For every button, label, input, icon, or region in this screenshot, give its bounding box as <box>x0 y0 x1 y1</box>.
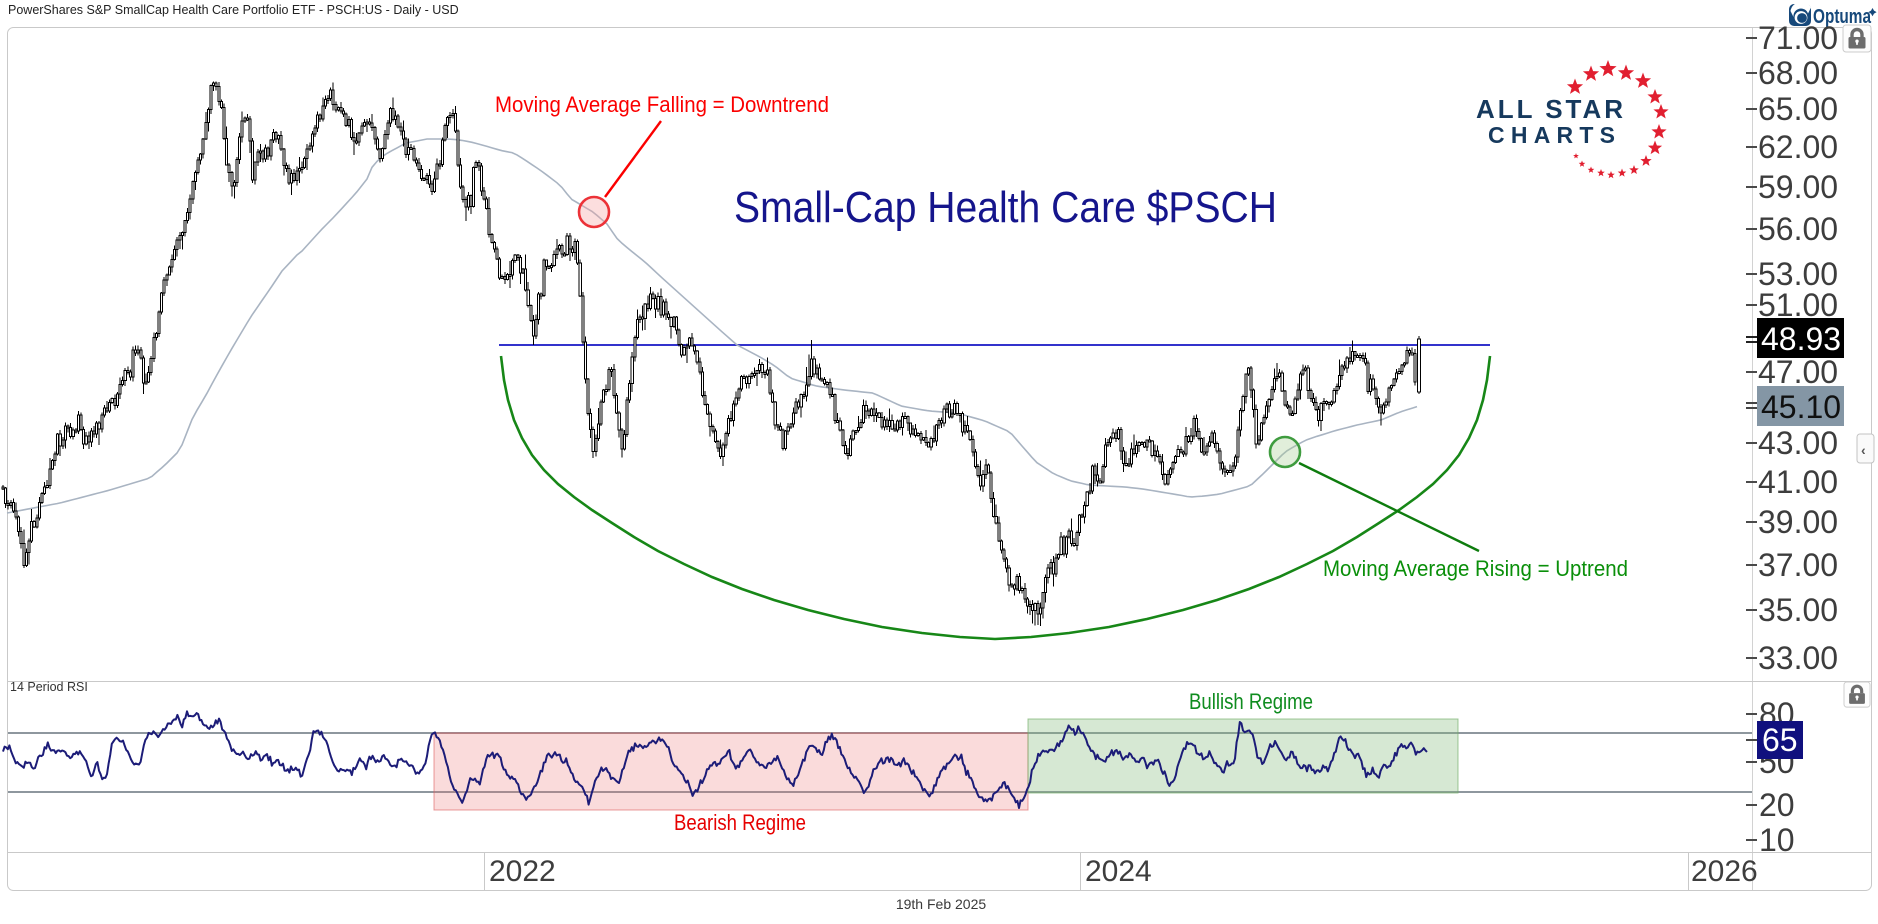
svg-text:Moving Average Rising = Uptren: Moving Average Rising = Uptrend <box>1323 556 1628 581</box>
svg-text:48.93: 48.93 <box>1761 321 1841 357</box>
svg-text:2022: 2022 <box>489 855 556 888</box>
svg-text:19th Feb 2025: 19th Feb 2025 <box>896 896 987 912</box>
svg-text:Optuma: Optuma <box>1813 6 1872 28</box>
svg-text:2026: 2026 <box>1691 855 1758 888</box>
svg-text:68.00: 68.00 <box>1758 55 1838 91</box>
svg-text:PowerShares S&P SmallCap Healt: PowerShares S&P SmallCap Health Care Por… <box>8 3 459 17</box>
svg-text:‹: ‹ <box>1861 442 1866 458</box>
svg-text:Small-Cap Health Care $PSCH: Small-Cap Health Care $PSCH <box>734 183 1277 232</box>
svg-text:62.00: 62.00 <box>1758 129 1838 165</box>
svg-text:ALL STAR: ALL STAR <box>1476 94 1626 124</box>
svg-text:Moving Average Falling = Downt: Moving Average Falling = Downtrend <box>495 92 829 117</box>
svg-text:51.00: 51.00 <box>1758 287 1838 323</box>
svg-text:65.00: 65.00 <box>1758 91 1838 127</box>
svg-text:37.00: 37.00 <box>1758 547 1838 583</box>
svg-text:56.00: 56.00 <box>1758 211 1838 247</box>
svg-text:35.00: 35.00 <box>1758 592 1838 628</box>
svg-text:65: 65 <box>1762 722 1798 758</box>
svg-text:41.00: 41.00 <box>1758 464 1838 500</box>
svg-text:2024: 2024 <box>1085 855 1152 888</box>
svg-text:43.00: 43.00 <box>1758 425 1838 461</box>
svg-text:47.00: 47.00 <box>1758 354 1838 390</box>
svg-text:71.00: 71.00 <box>1758 20 1838 56</box>
svg-text:10: 10 <box>1759 822 1795 858</box>
svg-text:Bearish Regime: Bearish Regime <box>674 810 806 835</box>
svg-text:20: 20 <box>1759 787 1795 823</box>
svg-text:39.00: 39.00 <box>1758 504 1838 540</box>
svg-text:Bullish Regime: Bullish Regime <box>1189 689 1313 714</box>
svg-text:45.10: 45.10 <box>1761 389 1841 425</box>
svg-text:14 Period RSI: 14 Period RSI <box>10 680 88 694</box>
svg-text:33.00: 33.00 <box>1758 640 1838 676</box>
svg-text:53.00: 53.00 <box>1758 256 1838 292</box>
svg-text:59.00: 59.00 <box>1758 169 1838 205</box>
